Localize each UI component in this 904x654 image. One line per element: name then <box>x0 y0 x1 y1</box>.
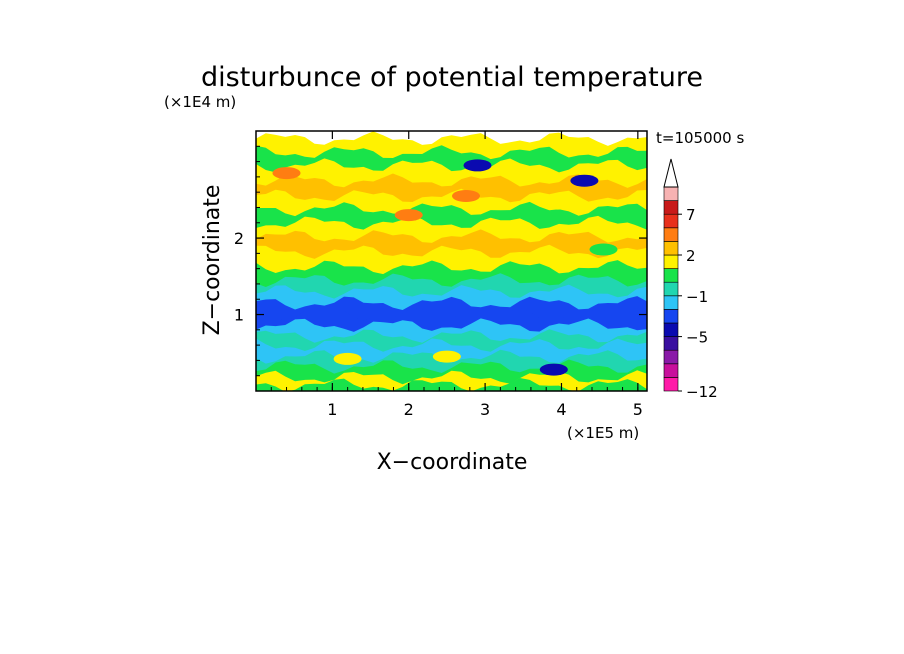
contour-feature <box>432 350 461 363</box>
x-scale-label: (×1E5 m) <box>567 424 639 442</box>
contour-band <box>256 378 647 391</box>
colorbar-swatch <box>663 186 679 201</box>
y-tick-label: 2 <box>234 229 244 248</box>
contour-feature <box>570 174 599 187</box>
y-axis-label: Z−coordinate <box>200 185 225 336</box>
contour-feature <box>589 243 618 256</box>
colorbar-label: −1 <box>686 288 708 306</box>
colorbar-swatch <box>663 309 679 324</box>
plot-frame <box>255 130 648 392</box>
colorbar-swatch <box>663 281 679 297</box>
colorbar-swatch <box>663 295 679 310</box>
contour-field <box>256 131 647 391</box>
contour-feature <box>333 352 362 365</box>
colorbar-swatch <box>663 322 679 337</box>
x-axis-label: X−coordinate <box>377 450 528 475</box>
colorbar-label: 7 <box>686 206 696 224</box>
contour-feature <box>539 363 568 376</box>
contour-feature <box>272 167 301 180</box>
y-tick-label: 1 <box>234 306 244 325</box>
x-tick-label: 2 <box>404 400 414 419</box>
colorbar-extend-arrow <box>663 158 679 188</box>
colorbar-label: −5 <box>686 329 708 347</box>
colorbar-swatch <box>663 377 679 392</box>
colorbar-label: 2 <box>686 247 696 265</box>
x-axis: 1 2 3 4 5 <box>270 131 643 419</box>
chart-title: disturbunce of potential temperature <box>201 62 703 93</box>
y-axis: 12 <box>234 145 647 377</box>
x-tick-label: 1 <box>327 400 337 419</box>
x-tick-label: 3 <box>480 400 490 419</box>
contour-feature <box>543 197 572 210</box>
contour-feature <box>280 238 309 251</box>
colorbar-swatch <box>663 213 679 229</box>
contour-feature <box>463 159 492 172</box>
colorbar-swatch <box>663 363 679 378</box>
colorbar-swatch <box>663 254 679 269</box>
colorbar: −12−5−127 <box>663 158 718 401</box>
colorbar-swatch <box>663 268 679 283</box>
contour-feature <box>452 190 480 202</box>
colorbar-swatch <box>663 227 679 242</box>
colorbar-swatch <box>663 336 679 351</box>
colorbar-swatch <box>663 349 679 365</box>
x-tick-label: 5 <box>633 400 643 419</box>
colorbar-label: −12 <box>686 383 718 401</box>
colorbar-swatch <box>663 241 679 256</box>
x-tick-label: 4 <box>556 400 566 419</box>
contour-feature <box>394 209 423 222</box>
y-scale-label: (×1E4 m) <box>164 93 236 111</box>
colorbar-swatch <box>663 200 679 215</box>
time-label: t=105000 s <box>656 129 744 147</box>
